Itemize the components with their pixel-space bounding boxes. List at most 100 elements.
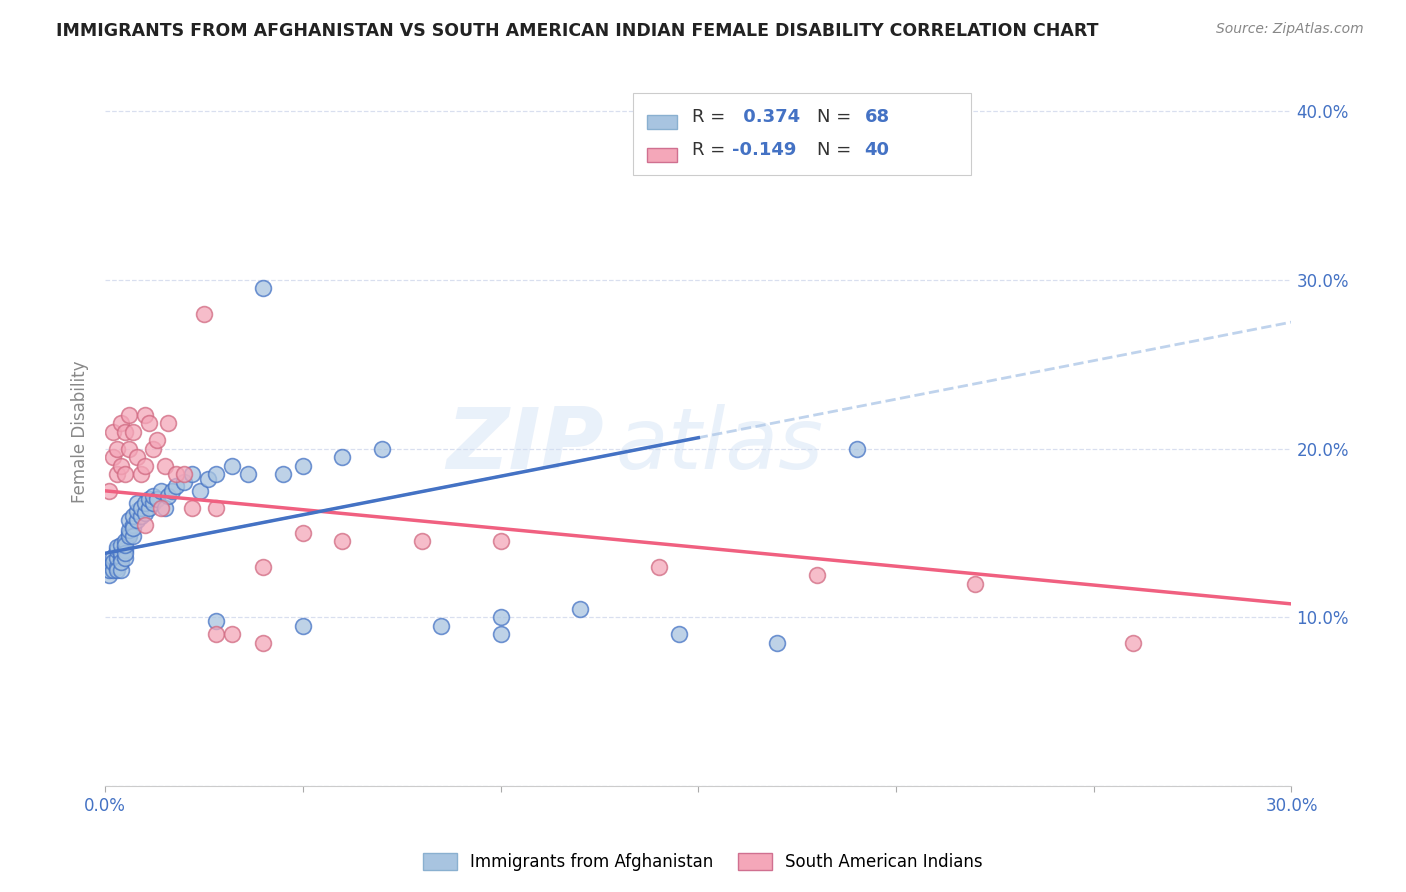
Point bbox=[149, 483, 172, 498]
Point bbox=[648, 559, 671, 574]
Text: 68: 68 bbox=[865, 108, 890, 126]
Point bbox=[221, 627, 243, 641]
Point bbox=[138, 417, 160, 431]
FancyBboxPatch shape bbox=[647, 148, 676, 162]
Point bbox=[101, 557, 124, 571]
Point bbox=[153, 458, 176, 473]
Point bbox=[157, 417, 180, 431]
Point bbox=[568, 602, 591, 616]
Point bbox=[291, 458, 314, 473]
Point bbox=[105, 563, 128, 577]
Text: IMMIGRANTS FROM AFGHANISTAN VS SOUTH AMERICAN INDIAN FEMALE DISABILITY CORRELATI: IMMIGRANTS FROM AFGHANISTAN VS SOUTH AME… bbox=[56, 22, 1098, 40]
Text: R =: R = bbox=[692, 141, 725, 159]
Point bbox=[125, 504, 148, 518]
Point bbox=[252, 281, 274, 295]
Point bbox=[142, 442, 165, 456]
Text: -0.149: -0.149 bbox=[731, 141, 796, 159]
Text: N =: N = bbox=[817, 108, 851, 126]
Point bbox=[110, 555, 132, 569]
Legend: Immigrants from Afghanistan, South American Indians: Immigrants from Afghanistan, South Ameri… bbox=[415, 845, 991, 880]
Point bbox=[145, 492, 167, 507]
Point bbox=[118, 529, 141, 543]
Point bbox=[181, 500, 204, 515]
Point bbox=[110, 538, 132, 552]
Point bbox=[162, 483, 184, 498]
Point bbox=[105, 442, 128, 456]
Point bbox=[114, 425, 136, 439]
Point bbox=[965, 576, 987, 591]
Point bbox=[411, 534, 433, 549]
Point bbox=[332, 534, 354, 549]
Point bbox=[252, 559, 274, 574]
Point bbox=[1122, 636, 1144, 650]
Point bbox=[489, 627, 512, 641]
Point bbox=[122, 509, 145, 524]
Point bbox=[118, 526, 141, 541]
Point bbox=[197, 472, 219, 486]
Point bbox=[122, 517, 145, 532]
Point bbox=[173, 467, 195, 481]
Point bbox=[332, 450, 354, 464]
Point bbox=[125, 496, 148, 510]
Point bbox=[165, 479, 187, 493]
Point bbox=[145, 434, 167, 448]
Point bbox=[129, 509, 152, 524]
Point bbox=[134, 408, 156, 422]
Point bbox=[149, 500, 172, 515]
Point bbox=[129, 500, 152, 515]
Point bbox=[114, 538, 136, 552]
Point bbox=[110, 458, 132, 473]
Point bbox=[98, 483, 121, 498]
Point bbox=[157, 489, 180, 503]
Point bbox=[105, 540, 128, 554]
Point bbox=[252, 636, 274, 650]
Point bbox=[110, 563, 132, 577]
Point bbox=[138, 492, 160, 507]
Point bbox=[138, 500, 160, 515]
Text: 0.374: 0.374 bbox=[738, 108, 800, 126]
Point bbox=[110, 546, 132, 560]
Y-axis label: Female Disability: Female Disability bbox=[72, 360, 89, 503]
Point bbox=[101, 425, 124, 439]
Point bbox=[489, 610, 512, 624]
Point bbox=[188, 483, 211, 498]
Text: atlas: atlas bbox=[616, 404, 824, 487]
Point bbox=[125, 450, 148, 464]
Point bbox=[142, 496, 165, 510]
Point bbox=[118, 523, 141, 537]
Point bbox=[181, 467, 204, 481]
Point bbox=[101, 450, 124, 464]
FancyBboxPatch shape bbox=[633, 93, 972, 175]
Point bbox=[129, 467, 152, 481]
Point bbox=[205, 467, 228, 481]
Point bbox=[114, 546, 136, 560]
FancyBboxPatch shape bbox=[647, 115, 676, 128]
Point bbox=[122, 425, 145, 439]
Point bbox=[110, 417, 132, 431]
Point bbox=[101, 549, 124, 564]
Point bbox=[489, 534, 512, 549]
Point bbox=[114, 542, 136, 557]
Point bbox=[205, 614, 228, 628]
Point bbox=[173, 475, 195, 490]
Point bbox=[105, 551, 128, 566]
Text: N =: N = bbox=[817, 141, 851, 159]
Point bbox=[291, 619, 314, 633]
Point bbox=[205, 627, 228, 641]
Point bbox=[134, 458, 156, 473]
Point bbox=[291, 526, 314, 541]
Point bbox=[236, 467, 259, 481]
Text: ZIP: ZIP bbox=[446, 404, 603, 487]
Point bbox=[134, 517, 156, 532]
Point bbox=[101, 555, 124, 569]
Point bbox=[105, 467, 128, 481]
Point bbox=[668, 627, 690, 641]
Point bbox=[98, 563, 121, 577]
Point bbox=[221, 458, 243, 473]
Point bbox=[193, 307, 215, 321]
Point bbox=[142, 489, 165, 503]
Point bbox=[371, 442, 394, 456]
Text: R =: R = bbox=[692, 108, 725, 126]
Point bbox=[110, 551, 132, 566]
Point bbox=[122, 529, 145, 543]
